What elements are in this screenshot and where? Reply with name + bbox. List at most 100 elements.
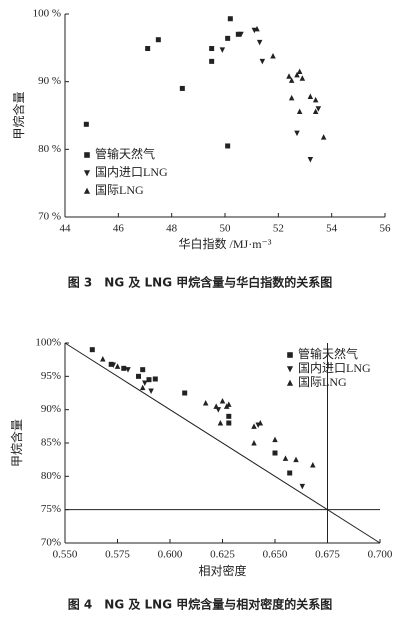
marker-triangle-up — [213, 403, 219, 409]
marker-triangle-up — [272, 436, 278, 443]
marker-triangle-up — [312, 108, 319, 114]
marker-square — [182, 390, 188, 396]
y-axis-label: 甲烷含量 — [9, 419, 24, 467]
x-tick-label: 0.650 — [263, 549, 288, 561]
marker-triangle-up — [100, 356, 106, 362]
marker-square — [226, 413, 232, 419]
marker-square — [209, 46, 215, 52]
legend-label: 国内进口LNG — [298, 361, 371, 375]
marker-square — [155, 37, 161, 43]
marker-square — [121, 365, 127, 371]
marker-square — [287, 352, 293, 358]
marker-triangle-down — [125, 367, 131, 373]
marker-triangle-up — [219, 398, 226, 404]
legend-label: 管输天然气 — [95, 146, 155, 161]
x-tick-label: 0.575 — [105, 549, 130, 561]
marker-square — [272, 450, 278, 456]
y-tick-label: 90 % — [38, 75, 61, 87]
legend-label: 国内进口LNG — [95, 165, 168, 179]
x-tick-label: 0.600 — [158, 549, 183, 561]
y-tick-label: 80% — [41, 470, 61, 482]
y-tick-label: 75% — [41, 503, 61, 515]
y-tick-label: 95% — [41, 370, 61, 382]
marker-triangle-up — [310, 462, 316, 468]
y-tick-label: 80 % — [38, 143, 61, 155]
x-tick-label: 0.700 — [368, 549, 393, 561]
marker-triangle-up — [202, 400, 209, 406]
marker-triangle-down — [219, 47, 226, 53]
marker-triangle-up — [286, 73, 292, 79]
marker-triangle-up — [254, 25, 260, 32]
marker-square — [146, 377, 152, 383]
x-tick-label: 46 — [113, 223, 125, 235]
marker-triangle-down — [256, 39, 263, 46]
x-tick-label: 56 — [380, 223, 392, 235]
marker-square — [235, 31, 241, 37]
marker-triangle-down — [286, 366, 294, 373]
x-axis-label: 华白指数 /MJ·m⁻³ — [179, 236, 272, 251]
marker-triangle-up — [217, 420, 224, 426]
x-tick-label: 52 — [273, 223, 284, 235]
x-tick-label: 0.625 — [210, 549, 235, 561]
marker-square — [226, 420, 232, 426]
legend-label: 国际LNG — [95, 183, 144, 197]
marker-triangle-up — [312, 96, 319, 103]
marker-square — [225, 143, 231, 149]
x-axis-label: 相对密度 — [198, 563, 246, 578]
marker-square — [209, 58, 215, 64]
marker-triangle-up — [226, 401, 232, 407]
marker-triangle-down — [299, 483, 306, 490]
marker-square — [287, 470, 293, 476]
marker-square — [108, 361, 114, 367]
marker-triangle-down — [259, 58, 266, 65]
marker-triangle-down — [142, 380, 148, 386]
marker-square — [84, 152, 90, 158]
legend-label: 管输天然气 — [298, 346, 358, 361]
x-tick-label: 48 — [166, 223, 178, 235]
marker-triangle-up — [294, 71, 300, 78]
marker-triangle-up — [139, 384, 146, 391]
y-tick-label: 85% — [41, 437, 61, 449]
marker-square — [89, 347, 95, 353]
marker-triangle-up — [293, 456, 299, 463]
y-axis-label: 甲烷含量 — [11, 91, 26, 139]
marker-triangle-up — [251, 423, 257, 429]
marker-square — [225, 35, 231, 41]
marker-triangle-down — [83, 170, 91, 177]
marker-square — [140, 367, 146, 373]
marker-triangle-down — [307, 156, 314, 163]
marker-square — [179, 85, 185, 91]
figure-caption: 图 3 NG 及 LNG 甲烷含量与华白指数的关系图 — [68, 275, 333, 290]
y-tick-label: 100 % — [33, 8, 61, 20]
marker-triangle-up — [257, 420, 264, 426]
marker-square — [83, 121, 89, 127]
marker-triangle-up — [288, 77, 295, 83]
marker-triangle-up — [83, 187, 91, 194]
y-tick-label: 90% — [41, 403, 61, 415]
y-tick-label: 70 % — [38, 211, 61, 223]
x-tick-label: 0.675 — [315, 549, 340, 561]
marker-triangle-down — [238, 31, 244, 38]
marker-triangle-up — [282, 455, 289, 461]
marker-triangle-down — [148, 388, 154, 394]
x-tick-label: 54 — [326, 223, 338, 235]
marker-triangle-down — [110, 362, 117, 368]
x-tick-label: 50 — [220, 223, 232, 235]
marker-square — [136, 373, 141, 379]
marker-triangle-up — [296, 108, 303, 114]
marker-square — [145, 46, 151, 52]
marker-triangle-up — [270, 52, 276, 59]
x-tick-label: 0.550 — [53, 549, 78, 561]
marker-triangle-up — [114, 363, 121, 369]
y-tick-label: 70% — [41, 537, 61, 549]
figure-caption: 图 4 NG 及 LNG 甲烷含量与相对密度的关系图 — [68, 597, 333, 612]
marker-triangle-up — [286, 379, 294, 386]
marker-triangle-up — [307, 93, 314, 100]
marker-triangle-down — [315, 106, 322, 112]
marker-triangle-up — [251, 440, 257, 446]
marker-square — [152, 376, 158, 382]
marker-triangle-up — [299, 75, 306, 81]
legend-label: 国际LNG — [298, 375, 347, 389]
marker-triangle-up — [296, 68, 303, 75]
